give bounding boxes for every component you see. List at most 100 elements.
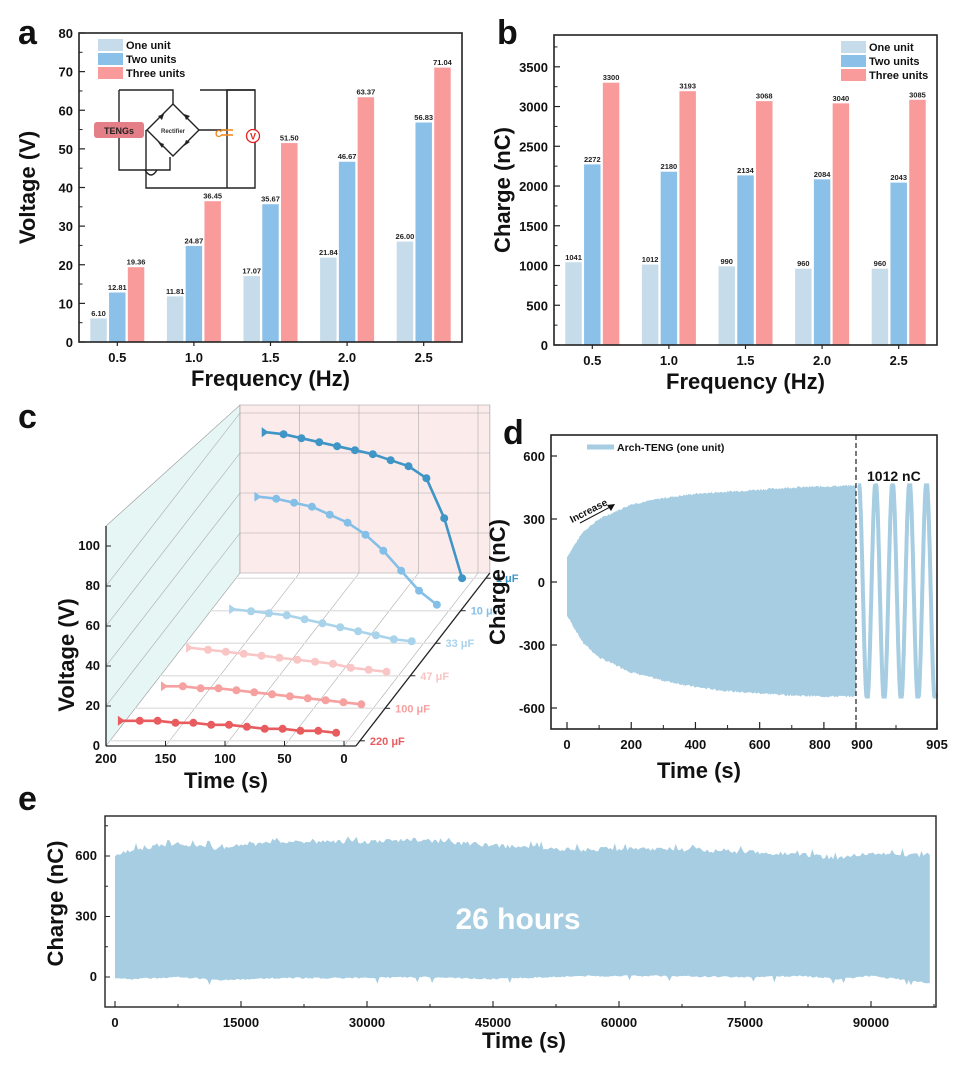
series-point (275, 653, 284, 662)
x-tick-label: 1.5 (736, 353, 754, 368)
x-tick-label: 15000 (223, 1015, 259, 1030)
series-point (350, 446, 359, 455)
bar-value-label: 3040 (833, 94, 850, 103)
panel-b: b 1041 2272 3300 1012 2180 3193 990 2134 3068 960… (490, 14, 938, 394)
x-tick-label: 30000 (349, 1015, 385, 1030)
legend-swatch-two-units (841, 55, 866, 67)
series-label: 33 μF (445, 638, 474, 650)
series-point (314, 726, 323, 735)
series-point (153, 716, 162, 725)
bar-one-unit (871, 268, 889, 345)
y-tick-label: 0 (538, 575, 545, 590)
bar-two-units (262, 204, 279, 342)
panel-a-bars: 6.10 12.81 19.36 11.81 24.87 36.45 17.07 35.67 5… (90, 58, 453, 343)
panel-a: a 6.10 12.81 19.36 11.81 24.87 36.45 17.07 35.6… (15, 14, 463, 391)
panel-e-plot (115, 836, 930, 986)
bar-two-units (660, 171, 678, 345)
plot-frame (553, 34, 938, 346)
back-wall (239, 404, 491, 574)
y-axis-title: Voltage (V) (54, 598, 79, 711)
y-tick-label: 600 (75, 848, 97, 863)
series-point (247, 607, 256, 616)
voltmeter-icon: V (245, 128, 261, 144)
x-tick-label: 2.0 (813, 353, 831, 368)
series-point (333, 442, 342, 451)
y-tick-label: 2000 (519, 179, 548, 194)
series-label: 100 μF (395, 703, 430, 715)
rectifier-label: Rectifier (161, 129, 186, 135)
panel-b-bars: 1041 2272 3300 1012 2180 3193 990 2134 3068 960 20… (565, 73, 926, 346)
circuit-wire-crossover (144, 169, 158, 176)
bar-three-units (281, 143, 298, 342)
x-axis-title: Time (s) (482, 1028, 566, 1053)
bar-value-label: 2272 (584, 155, 601, 164)
x-tick-label: 0 (111, 1015, 118, 1030)
x-tick-label: 75000 (727, 1015, 763, 1030)
bar-one-unit (320, 257, 337, 342)
panel-b-label: b (497, 14, 518, 52)
series-point (196, 684, 205, 693)
series-start-marker (160, 681, 168, 692)
panel-b-legend: One unit Two units Three units (841, 41, 928, 82)
bar-value-label: 36.45 (203, 192, 222, 201)
panel-a-legend: One unit Two units Three units (98, 39, 185, 80)
bar-three-units (679, 91, 696, 345)
panel-e-axes: 0 300 600 0 15000 30000 45000 60000 75000 90000 Ti… (43, 815, 937, 1053)
left-wall (105, 404, 241, 747)
floor-grid-line (284, 572, 419, 747)
bar-two-units (584, 164, 601, 345)
x-tick-label: 100 (214, 751, 236, 766)
bar-value-label: 56.83 (414, 113, 433, 122)
series-point (272, 494, 281, 503)
bar-three-units (756, 101, 773, 345)
legend-label-arch-teng: Arch-TENG (one unit) (617, 442, 724, 454)
bar-two-units (890, 182, 907, 345)
y-tick-label: 1500 (519, 219, 548, 234)
series-label: 1 μF (496, 573, 519, 585)
series-point (339, 698, 348, 707)
y-axis-title: Charge (nC) (490, 127, 515, 253)
y-axis-title: Charge (nC) (43, 841, 68, 967)
x-tick-label: 2.0 (338, 350, 356, 365)
series-point (415, 586, 424, 595)
series-point (432, 600, 441, 609)
series-line-100F (164, 684, 362, 706)
left-grid-line (105, 492, 241, 667)
series-point (296, 726, 305, 735)
series-point (260, 724, 269, 733)
series-start-marker (229, 604, 237, 615)
series-point (325, 510, 334, 519)
y-tick-label: 20 (59, 258, 73, 273)
bar-value-label: 71.04 (433, 58, 453, 67)
series-point (371, 631, 380, 640)
diode-icon (158, 114, 164, 120)
legend-swatch-one-unit (98, 39, 123, 51)
legend-swatch-two-units (98, 53, 123, 65)
y-tick-label: 80 (59, 26, 73, 41)
bar-value-label: 17.07 (242, 267, 261, 276)
y-tick-label: 60 (59, 103, 73, 118)
bar-value-label: 35.67 (261, 195, 280, 204)
bar-value-label: 2180 (661, 162, 678, 171)
bar-value-label: 1012 (642, 255, 659, 264)
x-tick-label: 600 (749, 737, 771, 752)
series-point (214, 684, 223, 693)
y-tick-label: 20 (86, 698, 100, 713)
x-axis-title: Frequency (Hz) (666, 369, 825, 394)
series-point (357, 700, 366, 709)
voltmeter-label: V (250, 132, 256, 142)
legend-label-two-units: Two units (126, 54, 177, 66)
plot-frame (104, 815, 937, 1008)
panel-d-plot (567, 483, 938, 699)
y-tick-label: 80 (86, 578, 100, 593)
capacitor-label: C (215, 129, 222, 140)
bar-one-unit (243, 276, 260, 342)
series-point (397, 566, 406, 575)
legend-label-one-unit: One unit (126, 40, 171, 52)
bar-value-label: 6.10 (91, 309, 106, 318)
series-point (343, 518, 352, 527)
charge-oscillation-line (857, 483, 938, 699)
legend-label-three-units: Three units (126, 68, 185, 80)
series-point (279, 430, 288, 439)
